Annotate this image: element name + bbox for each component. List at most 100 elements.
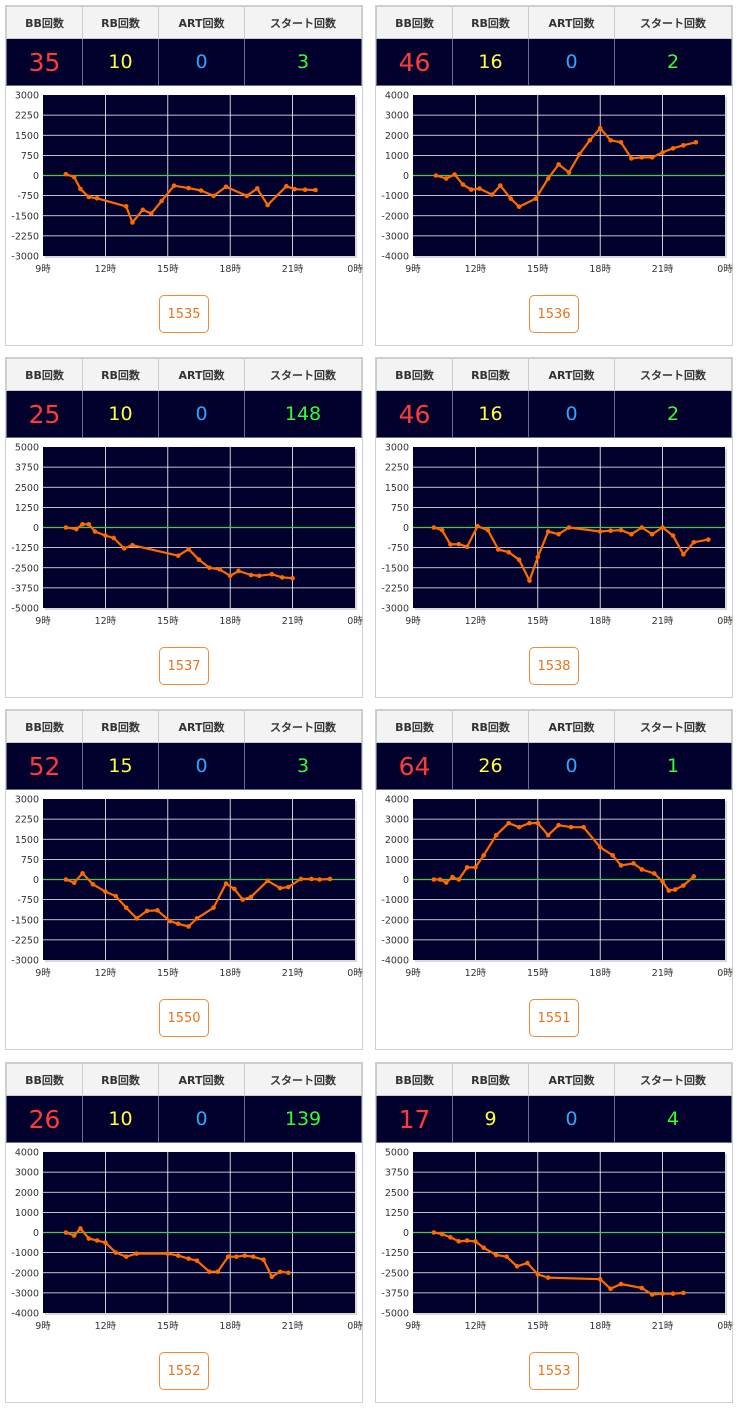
stats-table: BB回数 RB回数 ART回数 スタート回数 26 10 0 139	[6, 1063, 362, 1143]
data-point	[493, 832, 499, 838]
art-count: 0	[528, 38, 615, 86]
data-point	[670, 533, 676, 538]
bb-count: 52	[6, 742, 83, 790]
data-point	[597, 1276, 603, 1282]
y-tick-label: -750	[17, 895, 39, 906]
machine-number-button[interactable]: 1550	[159, 999, 209, 1037]
machine-number-button[interactable]: 1537	[159, 647, 209, 685]
data-point	[681, 1290, 686, 1296]
y-tick-label: 3000	[385, 443, 409, 454]
data-point	[672, 887, 678, 892]
x-tick-label: 0時	[717, 264, 733, 275]
art-count: 0	[158, 38, 245, 86]
data-point	[80, 521, 85, 527]
data-point	[525, 1260, 530, 1266]
data-point	[473, 1239, 478, 1244]
y-tick-label: 5000	[15, 443, 39, 454]
data-point	[140, 207, 146, 213]
x-tick-label: 9時	[35, 1321, 51, 1332]
y-tick-label: 3000	[15, 91, 39, 102]
data-point	[71, 880, 77, 886]
start-count: 139	[244, 1095, 362, 1143]
data-point	[194, 916, 200, 921]
data-point	[265, 878, 270, 884]
slump-chart: 4000 3000 2000 1000 0 -1000 -2000 -3000 -4000 9時 1…	[376, 794, 734, 994]
start-count: 2	[614, 390, 732, 438]
x-tick-label: 21時	[652, 1321, 674, 1332]
y-tick-label: 1250	[15, 503, 39, 514]
start-header: スタート回数	[244, 1063, 362, 1096]
data-point	[535, 554, 541, 560]
y-tick-label: 0	[403, 523, 409, 534]
data-point	[464, 865, 470, 870]
y-tick-label: -2000	[381, 211, 409, 222]
data-point	[556, 531, 561, 537]
data-point	[660, 1291, 665, 1296]
data-point	[269, 1274, 275, 1280]
x-tick-label: 15時	[157, 968, 179, 979]
x-tick-label: 0時	[347, 616, 363, 627]
rb-count: 16	[452, 390, 529, 438]
data-point	[94, 1238, 100, 1243]
data-point	[639, 867, 645, 872]
bb-header: BB回数	[376, 6, 453, 39]
data-point	[693, 139, 699, 145]
x-tick-label: 18時	[589, 968, 611, 979]
rb-count: 26	[452, 742, 529, 790]
art-count: 0	[158, 1095, 245, 1143]
y-tick-label: -2250	[381, 583, 409, 594]
data-point	[631, 861, 636, 866]
stats-table: BB回数 RB回数 ART回数 スタート回数 64 26 0 1	[376, 710, 732, 790]
y-tick-label: -1500	[11, 211, 39, 222]
bb-header: BB回数	[376, 358, 453, 391]
data-point	[660, 150, 665, 155]
data-point	[556, 822, 561, 828]
data-point	[71, 1233, 77, 1238]
data-point	[581, 824, 586, 830]
data-point	[545, 176, 551, 181]
x-tick-label: 21時	[282, 968, 304, 979]
data-point	[225, 1254, 231, 1259]
stats-table: BB回数 RB回数 ART回数 スタート回数 46 16 0 2	[376, 358, 732, 438]
data-point	[111, 535, 117, 541]
y-tick-label: 2000	[15, 1188, 39, 1199]
bb-count: 35	[6, 38, 83, 86]
data-point	[545, 529, 551, 534]
data-point	[292, 186, 297, 192]
machine-number-button[interactable]: 1535	[159, 295, 209, 333]
data-point	[527, 578, 532, 583]
machine-number-button[interactable]: 1538	[529, 647, 579, 685]
x-tick-label: 21時	[282, 1321, 304, 1332]
x-tick-label: 15時	[157, 1321, 179, 1332]
data-point	[130, 220, 135, 225]
data-point	[113, 893, 119, 899]
data-point	[254, 186, 260, 191]
data-point	[234, 1254, 239, 1259]
machine-number-button[interactable]: 1553	[529, 1352, 579, 1390]
x-tick-label: 9時	[405, 264, 421, 275]
bb-header: BB回数	[376, 710, 453, 743]
x-tick-label: 12時	[465, 264, 487, 275]
machine-number-button[interactable]: 1551	[529, 999, 579, 1037]
y-tick-label: 0	[33, 1228, 39, 1239]
data-point	[186, 185, 191, 191]
y-tick-label: 0	[33, 875, 39, 886]
data-point	[545, 832, 551, 838]
rb-header: RB回数	[452, 358, 529, 391]
data-point	[506, 549, 511, 555]
data-point	[63, 525, 69, 530]
machine-number-button[interactable]: 1536	[529, 295, 579, 333]
data-point	[175, 921, 181, 927]
machine-number-button[interactable]: 1552	[159, 1352, 209, 1390]
data-point	[236, 568, 241, 574]
y-tick-label: 1500	[15, 131, 39, 142]
data-point	[261, 1257, 266, 1262]
data-point	[175, 1253, 181, 1258]
data-point	[130, 542, 135, 548]
data-point	[556, 162, 561, 167]
y-tick-label: -3000	[11, 252, 39, 263]
art-header: ART回数	[528, 1063, 615, 1096]
data-point	[433, 173, 439, 178]
y-tick-label: 3750	[385, 1168, 409, 1179]
